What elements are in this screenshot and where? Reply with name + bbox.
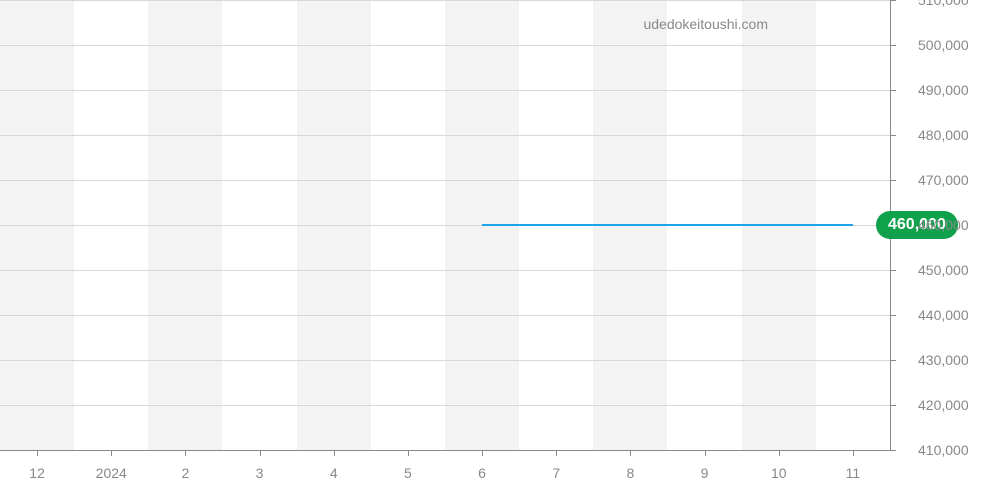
y-axis-label: 430,000 bbox=[918, 352, 969, 368]
x-axis-label: 2024 bbox=[96, 465, 127, 481]
x-tick bbox=[408, 450, 409, 456]
x-tick bbox=[630, 450, 631, 456]
price-chart: 460,000udedokeitoushi.com 410,000420,000… bbox=[0, 0, 1000, 500]
gridline bbox=[0, 360, 890, 361]
gridline bbox=[0, 45, 890, 46]
x-axis-label: 7 bbox=[552, 465, 560, 481]
x-axis-label: 4 bbox=[330, 465, 338, 481]
x-axis-label: 11 bbox=[846, 465, 861, 481]
y-axis-label: 450,000 bbox=[918, 262, 969, 278]
x-axis-label: 10 bbox=[771, 465, 787, 481]
x-tick bbox=[556, 450, 557, 456]
gridline bbox=[0, 0, 890, 1]
x-axis-label: 6 bbox=[478, 465, 486, 481]
gridline bbox=[0, 180, 890, 181]
y-tick bbox=[890, 450, 896, 451]
y-axis-labels: 410,000420,000430,000440,000450,000460,0… bbox=[900, 0, 1000, 450]
gridline bbox=[0, 315, 890, 316]
x-tick bbox=[779, 450, 780, 456]
y-axis-label: 500,000 bbox=[918, 37, 969, 53]
y-axis-label: 460,000 bbox=[918, 217, 969, 233]
y-axis-label: 470,000 bbox=[918, 172, 969, 188]
x-axis-line bbox=[0, 450, 890, 451]
gridline bbox=[0, 405, 890, 406]
x-axis-label: 8 bbox=[627, 465, 635, 481]
gridline bbox=[0, 270, 890, 271]
y-axis-label: 420,000 bbox=[918, 397, 969, 413]
x-axis-label: 2 bbox=[182, 465, 190, 481]
x-tick bbox=[853, 450, 854, 456]
gridline bbox=[0, 135, 890, 136]
y-axis-label: 480,000 bbox=[918, 127, 969, 143]
x-tick bbox=[260, 450, 261, 456]
y-axis-label: 440,000 bbox=[918, 307, 969, 323]
x-tick bbox=[37, 450, 38, 456]
price-line bbox=[482, 224, 853, 226]
y-axis-label: 490,000 bbox=[918, 82, 969, 98]
gridline bbox=[0, 90, 890, 91]
y-axis-label: 410,000 bbox=[918, 442, 969, 458]
x-tick bbox=[334, 450, 335, 456]
x-axis-label: 3 bbox=[256, 465, 264, 481]
x-axis-label: 12 bbox=[29, 465, 45, 481]
x-tick bbox=[482, 450, 483, 456]
x-tick bbox=[185, 450, 186, 456]
watermark: udedokeitoushi.com bbox=[643, 16, 768, 32]
x-axis-labels: 12 2024 2 3 4 5 6 7 8 9 10 11 bbox=[0, 460, 890, 490]
y-axis-label: 510,000 bbox=[918, 0, 969, 8]
x-axis-label: 9 bbox=[701, 465, 709, 481]
x-tick bbox=[111, 450, 112, 456]
x-axis-label: 5 bbox=[404, 465, 412, 481]
plot-area: 460,000udedokeitoushi.com bbox=[0, 0, 890, 450]
x-tick bbox=[705, 450, 706, 456]
